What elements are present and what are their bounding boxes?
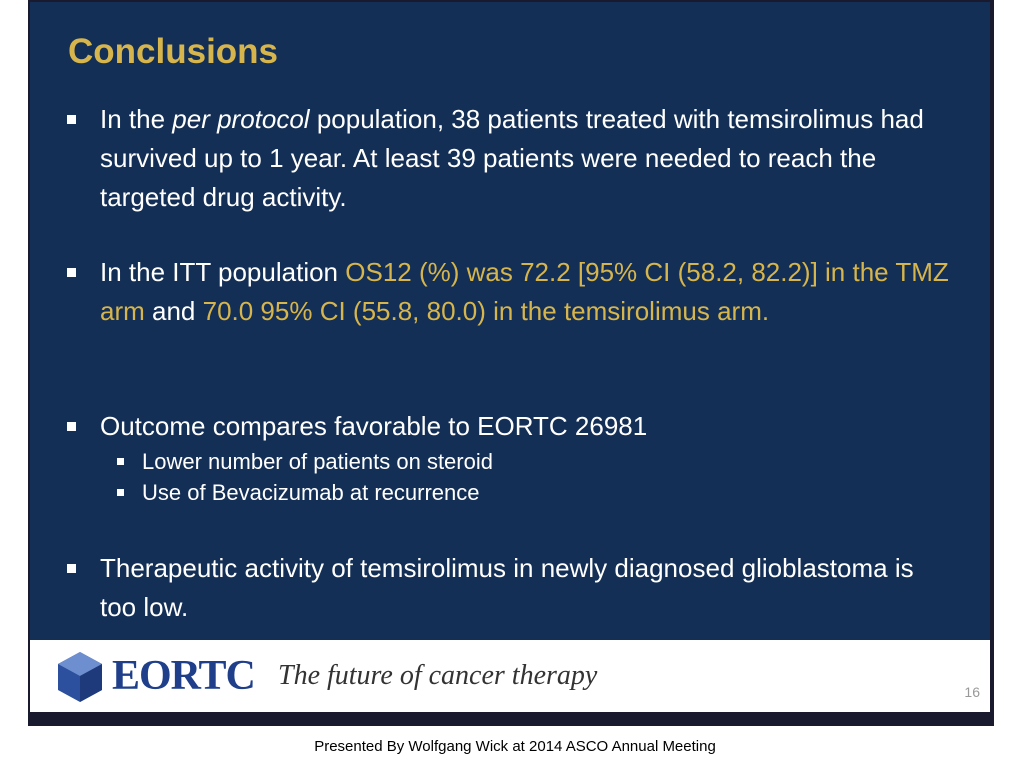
logo: EORTC [112,653,256,699]
sub-bullet: Use of Bevacizumab at recurrence [117,477,950,508]
text: Therapeutic activity of temsirolimus in … [100,553,914,622]
caption: Presented By Wolfgang Wick at 2014 ASCO … [314,738,716,755]
bullet: Therapeutic activity of temsirolimus in … [67,549,950,627]
text: Use of Bevacizumab at recurrence [142,480,480,505]
bullet: In the ITT population OS12 (%) was 72.2 … [67,253,950,331]
logo-icon [58,652,102,702]
sub-bullet: Lower number of patients on steroid [117,446,950,477]
text: per protocol [172,104,310,134]
page-number: 16 [964,684,980,700]
text: Outcome compares favorable to EORTC 2698… [100,411,648,441]
text: OS12 (%) was 72.2 [95% CI (58.2, 82.2)] … [100,257,949,326]
text: population, 38 patients treated with tem… [100,104,924,212]
title: Conclusions [68,32,279,71]
tagline: The future of cancer therapy [278,660,598,691]
text: and [144,296,203,326]
slide-body: Conclusions In the per protocol populati… [30,2,990,640]
text: In the [100,104,173,134]
text: 70.0 95% CI (55.8, 80.0) in the temsirol… [202,296,770,326]
text: Lower number of patients on steroid [142,449,493,474]
bullet: In the per protocol population, 38 patie… [67,100,950,217]
slide: Conclusions In the per protocol populati… [28,0,994,726]
text: In the ITT population [100,257,346,287]
footer: EORTC The future of cancer therapy 16 [30,640,990,712]
bullet: Outcome compares favorable to EORTC 2698… [67,407,950,508]
